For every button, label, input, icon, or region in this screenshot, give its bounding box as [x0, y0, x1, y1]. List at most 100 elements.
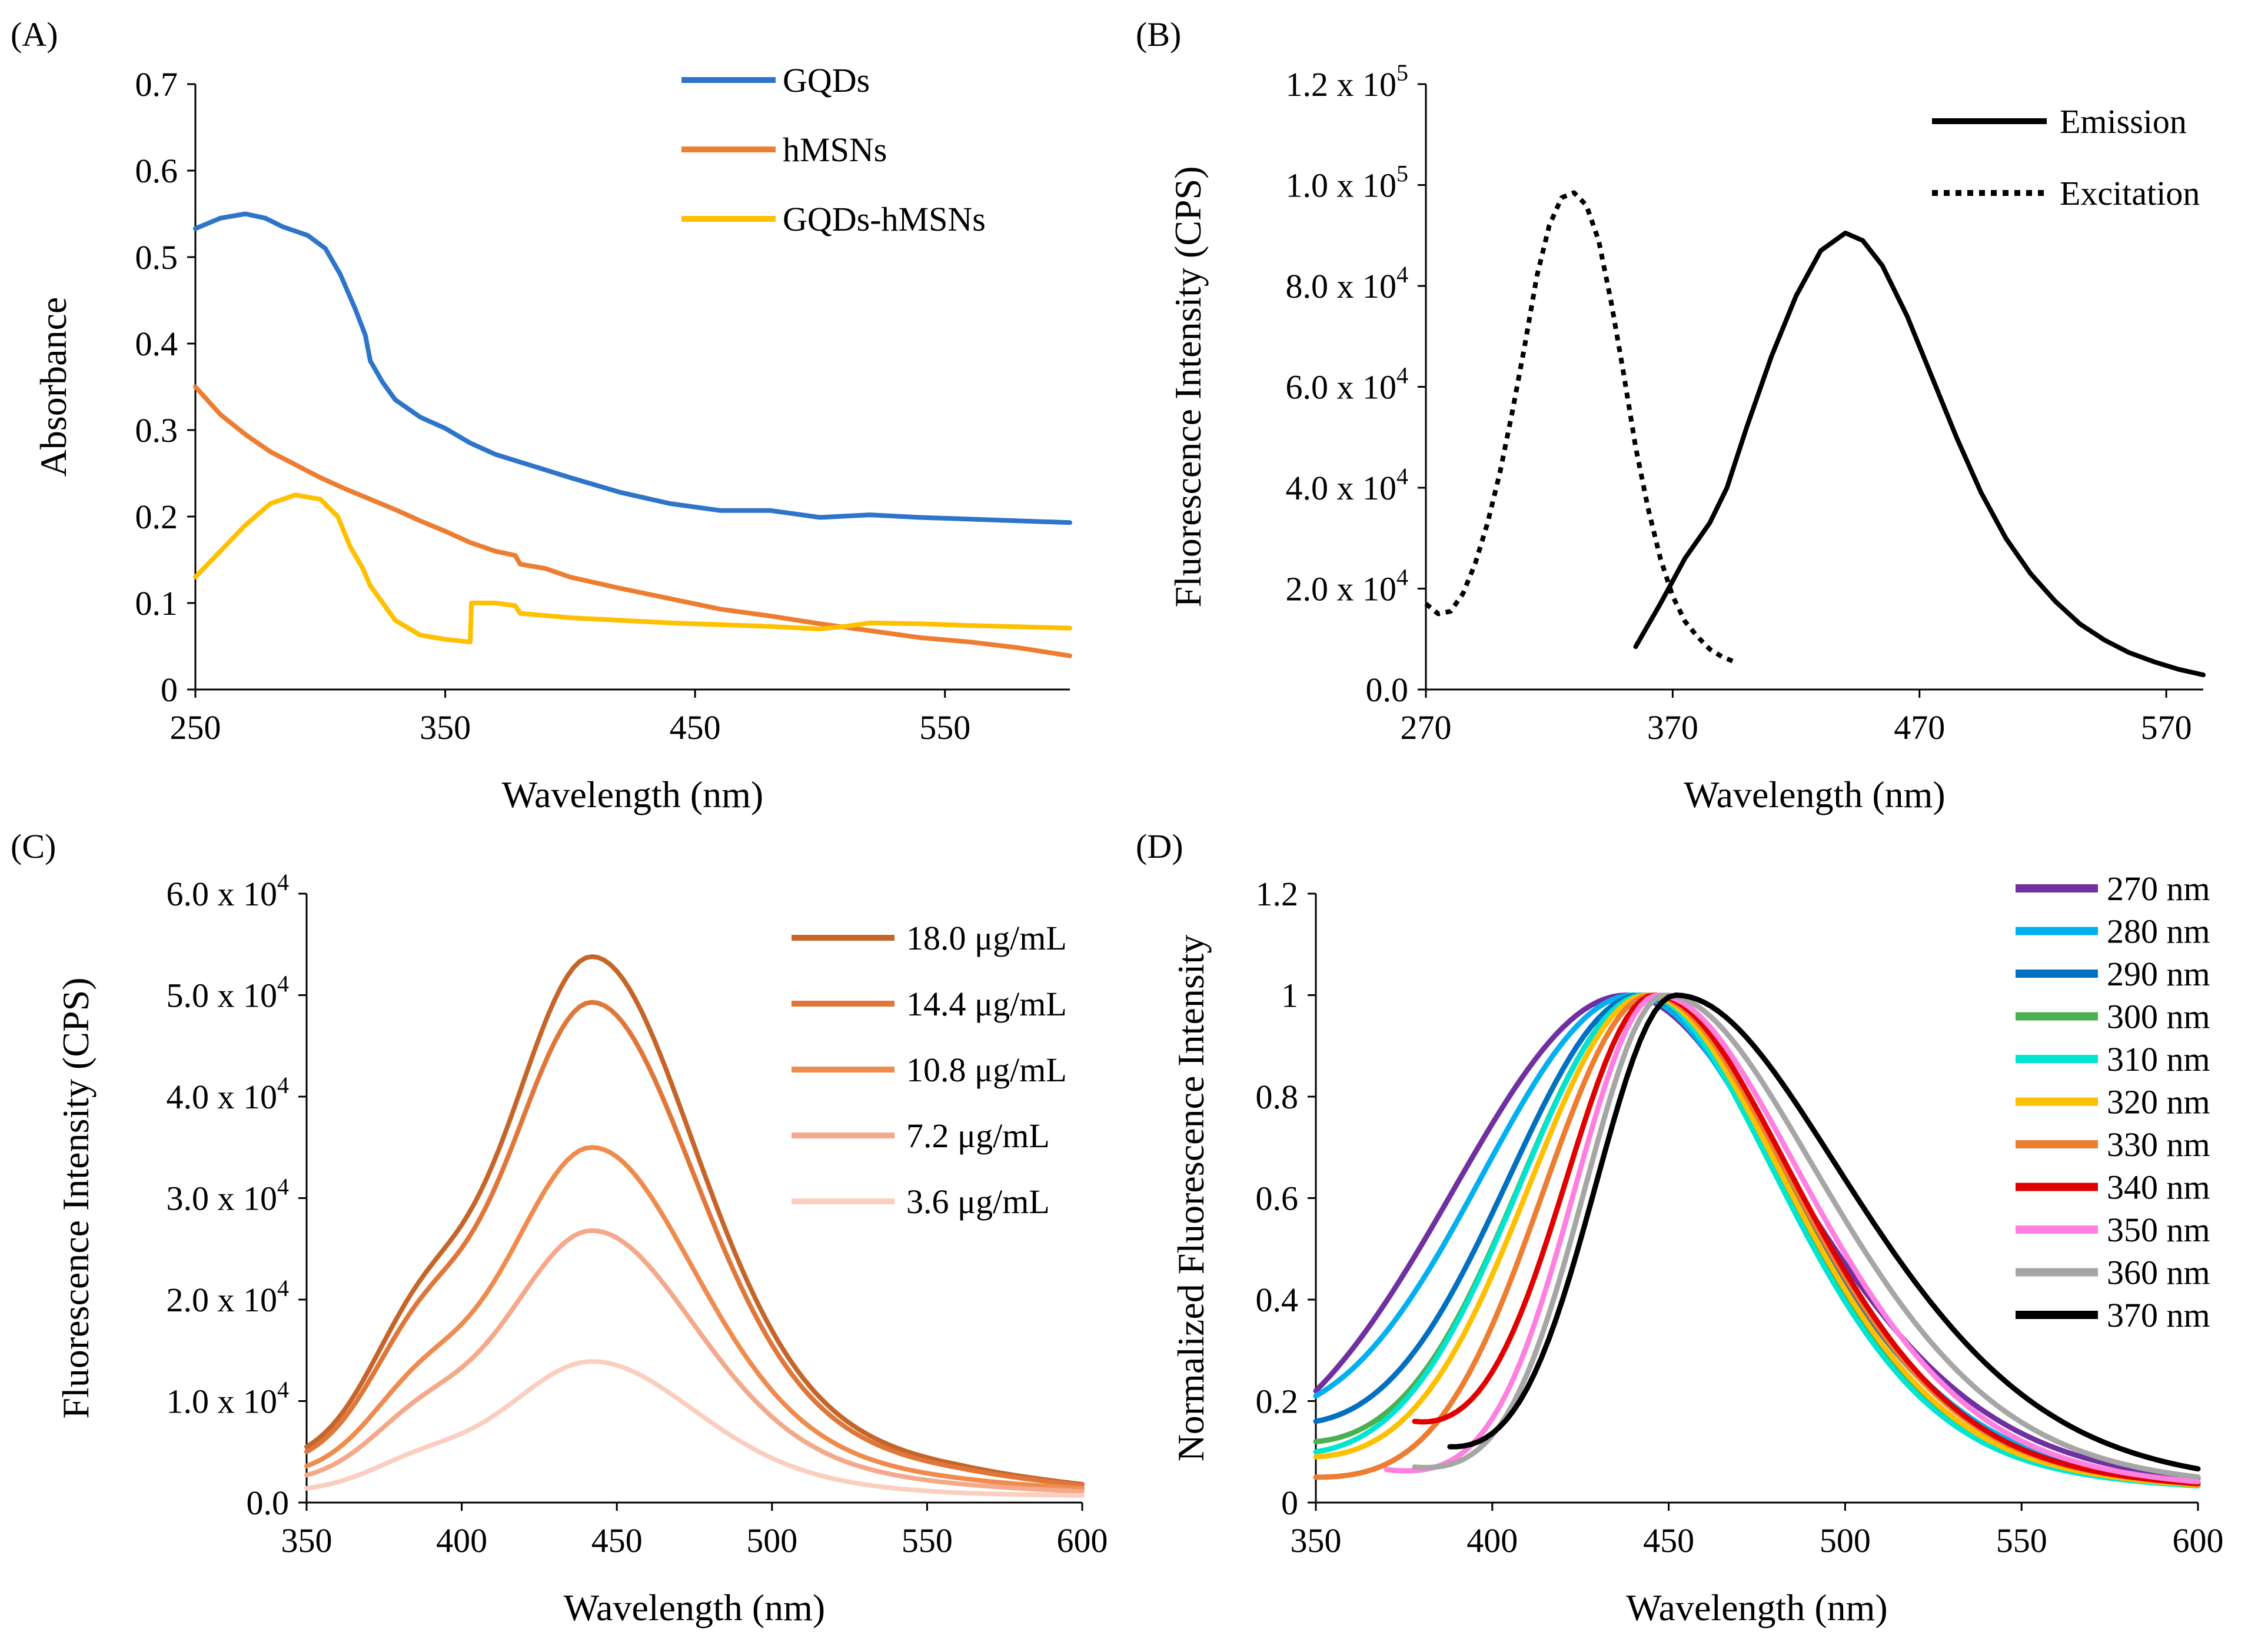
x-tick-label: 550 [1996, 1521, 2047, 1560]
x-tick-label: 450 [1643, 1521, 1694, 1560]
y-tick-label: 0.6 [135, 152, 178, 190]
y-tick-label: 1.0 x 105 [1286, 161, 1409, 205]
legend: GQDs hMSNs GQDs-hMSNs [681, 61, 986, 238]
y-tick-label-exp: 4 [277, 1072, 289, 1098]
legend: Emission Excitation [1932, 102, 2200, 212]
series-line-10-8-g-ml [304, 1145, 1085, 1491]
legend-label: 310 nm [2107, 1040, 2210, 1078]
x-tick-label: 450 [670, 708, 721, 747]
y-tick-label: 0.6 [1256, 1180, 1299, 1218]
series-group [304, 954, 1085, 1498]
y-tick-label-exp: 4 [1396, 362, 1408, 389]
y-tick-label-exp: 4 [277, 1174, 289, 1200]
legend-label: 350 nm [2107, 1211, 2210, 1249]
series-line-18-0-g-ml [304, 954, 1085, 1487]
series-group [1313, 992, 2201, 1489]
y-axis-title: Absorbance [32, 297, 74, 477]
y-tick-label-exp: 5 [1396, 59, 1408, 86]
y-tick-label: 0 [161, 671, 178, 709]
x-tick-label: 570 [2141, 708, 2192, 747]
y-tick-label: 1.2 [1256, 875, 1299, 913]
y-tick-label-base: 4.0 x 10 [1286, 469, 1397, 507]
y-tick-label: 0.8 [1256, 1078, 1299, 1116]
y-tick-label: 2.0 x 104 [1286, 564, 1409, 608]
y-tick-label-exp: 4 [277, 1377, 289, 1403]
panel-label: (D) [1136, 827, 1183, 865]
y-tick-label-base: 5.0 x 10 [167, 977, 278, 1015]
y-tick-label-base: 6.0 x 10 [1286, 368, 1397, 407]
legend-label: 280 nm [2107, 912, 2210, 951]
y-tick-label: 2.0 x 104 [167, 1275, 290, 1319]
y-tick-label-base: 3.0 x 10 [167, 1180, 278, 1218]
series-line-gqds [193, 211, 1072, 525]
panel-label: (B) [1136, 15, 1181, 54]
x-tick-label: 350 [420, 708, 471, 747]
panel-label: (A) [11, 15, 58, 54]
series-group [1424, 190, 2206, 678]
series-line-310-nm [1313, 992, 2201, 1489]
x-axis-title: Wavelength (nm) [1626, 1587, 1887, 1628]
legend-label: 290 nm [2107, 955, 2210, 993]
y-tick-label: 0.3 [135, 411, 178, 449]
y-tick-label-base: 2.0 x 10 [167, 1281, 278, 1319]
y-tick-label: 0.0 [1366, 671, 1409, 709]
y-tick-label-base: 4.0 x 10 [167, 1078, 278, 1116]
y-axis-title: Fluorescence Intensity (CPS) [55, 977, 97, 1418]
series-line-gqds-hmsns [193, 492, 1072, 645]
legend-label: 14.4 μg/mL [906, 985, 1067, 1023]
legend: 270 nm 280 nm 290 nm 300 nm 310 nm 320 nm 330 … [2016, 870, 2210, 1334]
x-tick-label: 400 [1466, 1521, 1518, 1560]
y-axis-title: Fluorescence Intensity (CPS) [1167, 166, 1209, 607]
y-tick-label: 0.2 [1256, 1383, 1299, 1421]
y-tick-label-base: 1.0 x 10 [1286, 166, 1397, 205]
x-tick-label: 450 [591, 1521, 643, 1560]
legend-label: 3.6 μg/mL [906, 1183, 1050, 1221]
x-tick-label: 370 [1647, 708, 1698, 747]
x-tick-label: 500 [746, 1521, 797, 1560]
x-tick-label: 400 [436, 1521, 487, 1560]
y-tick-label: 8.0 x 104 [1286, 261, 1409, 305]
legend: 18.0 μg/mL 14.4 μg/mL 10.8 μg/mL 7.2 μg/mL 3… [792, 919, 1067, 1221]
y-tick-label: 0.0 [247, 1484, 290, 1522]
y-tick-label-exp: 4 [277, 869, 289, 895]
legend-label: 7.2 μg/mL [906, 1117, 1050, 1155]
y-tick-label-exp: 4 [1396, 261, 1408, 288]
y-tick-label: 0.2 [135, 498, 178, 536]
y-tick-label: 1.2 x 105 [1286, 59, 1409, 104]
x-tick-label: 600 [2173, 1521, 2224, 1560]
legend-label: 18.0 μg/mL [906, 919, 1067, 957]
y-tick-label: 5.0 x 104 [167, 971, 290, 1015]
y-tick-label: 0.4 [135, 325, 178, 363]
series-line-340-nm [1412, 992, 2201, 1487]
y-tick-label: 0.5 [135, 238, 178, 277]
legend-label: GQDs [783, 61, 870, 99]
y-tick-label-base: 8.0 x 10 [1286, 267, 1397, 305]
series-group [193, 211, 1072, 658]
y-tick-label: 6.0 x 104 [167, 869, 290, 913]
legend-label: 360 nm [2107, 1254, 2210, 1292]
panel-label: (C) [11, 827, 56, 865]
legend-label: 10.8 μg/mL [906, 1051, 1067, 1089]
series-line-emission [1633, 231, 2206, 678]
legend-label: 330 nm [2107, 1125, 2210, 1164]
series-line-350-nm [1384, 992, 2201, 1485]
x-tick-label: 270 [1401, 708, 1452, 747]
series-line-320-nm [1313, 992, 2201, 1488]
legend-label: Excitation [2060, 174, 2200, 212]
legend-label: hMSNs [783, 131, 887, 169]
series-line-370-nm [1447, 992, 2201, 1472]
x-tick-label: 250 [170, 708, 221, 747]
y-tick-label: 0.7 [135, 65, 178, 104]
x-axis-title: Wavelength (nm) [502, 774, 763, 815]
y-tick-label: 6.0 x 104 [1286, 362, 1409, 407]
x-tick-label: 600 [1057, 1521, 1108, 1560]
x-tick-label: 350 [281, 1521, 332, 1560]
panel-a: (A) 0 0.1 0.2 0.3 0.4 0.5 0.6 0.7 250 350 450 550 Wav… [11, 15, 1072, 815]
x-tick-label: 470 [1894, 708, 1945, 747]
y-tick-label: 1.0 x 104 [167, 1377, 290, 1421]
legend-label: Emission [2060, 102, 2187, 141]
y-tick-label-exp: 5 [1396, 161, 1408, 187]
y-tick-label-base: 1.0 x 10 [167, 1383, 278, 1421]
